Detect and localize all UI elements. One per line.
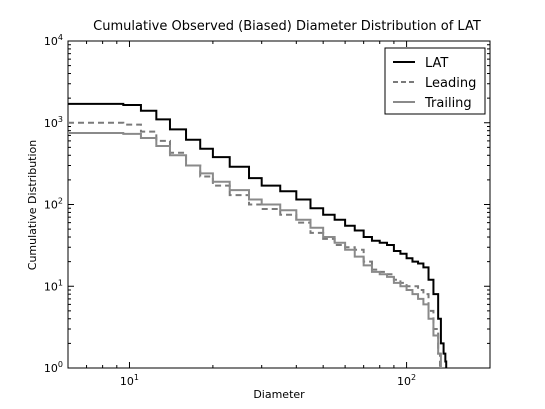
x-tick-label: 101 — [120, 373, 139, 388]
legend-label: Leading — [425, 76, 476, 91]
axes: 101 102 100 101 102 103 104 — [44, 33, 490, 388]
x-axis-label: Diameter — [253, 388, 305, 401]
y-tick-label: 102 — [44, 197, 63, 212]
series-line-lat — [68, 102, 448, 368]
y-tick-label: 101 — [44, 278, 63, 293]
x-tick-label: 102 — [397, 373, 416, 388]
y-tick-label: 103 — [44, 115, 63, 130]
chart-title: Cumulative Observed (Biased) Diameter Di… — [93, 19, 481, 34]
series-line-trailing — [68, 131, 444, 368]
legend: LAT Leading Trailing — [384, 47, 486, 115]
series-line-leading — [68, 121, 441, 368]
legend-label: LAT — [425, 56, 448, 71]
legend-label: Trailing — [424, 96, 472, 111]
series-lines — [68, 102, 448, 368]
y-tick-label: 104 — [44, 33, 63, 48]
y-axis-label: Cumulative Distribution — [26, 140, 39, 270]
y-tick-label: 100 — [44, 360, 63, 375]
